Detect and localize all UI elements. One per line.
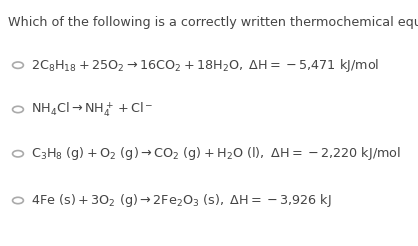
Text: $\mathregular{2C_8H_{18} + 25O_2 \rightarrow 16CO_2 + 18H_2O,\ \Delta H = -5{,}4: $\mathregular{2C_8H_{18} + 25O_2 \righta… bbox=[31, 57, 380, 74]
Text: Which of the following is a correctly written thermochemical equation?: Which of the following is a correctly wr… bbox=[8, 16, 418, 29]
Text: $\mathregular{NH_4Cl \rightarrow NH_4^+ + Cl^-}$: $\mathregular{NH_4Cl \rightarrow NH_4^+ … bbox=[31, 100, 154, 119]
Text: $\mathregular{C_3H_8\ (g) + O_2\ (g) \rightarrow CO_2\ (g) + H_2O\ (l),\ \Delta : $\mathregular{C_3H_8\ (g) + O_2\ (g) \ri… bbox=[31, 145, 401, 162]
Text: $\mathregular{4Fe\ (s) + 3O_2\ (g) \rightarrow 2Fe_2O_3\ (s),\ \Delta H = -3{,}9: $\mathregular{4Fe\ (s) + 3O_2\ (g) \righ… bbox=[31, 192, 332, 209]
